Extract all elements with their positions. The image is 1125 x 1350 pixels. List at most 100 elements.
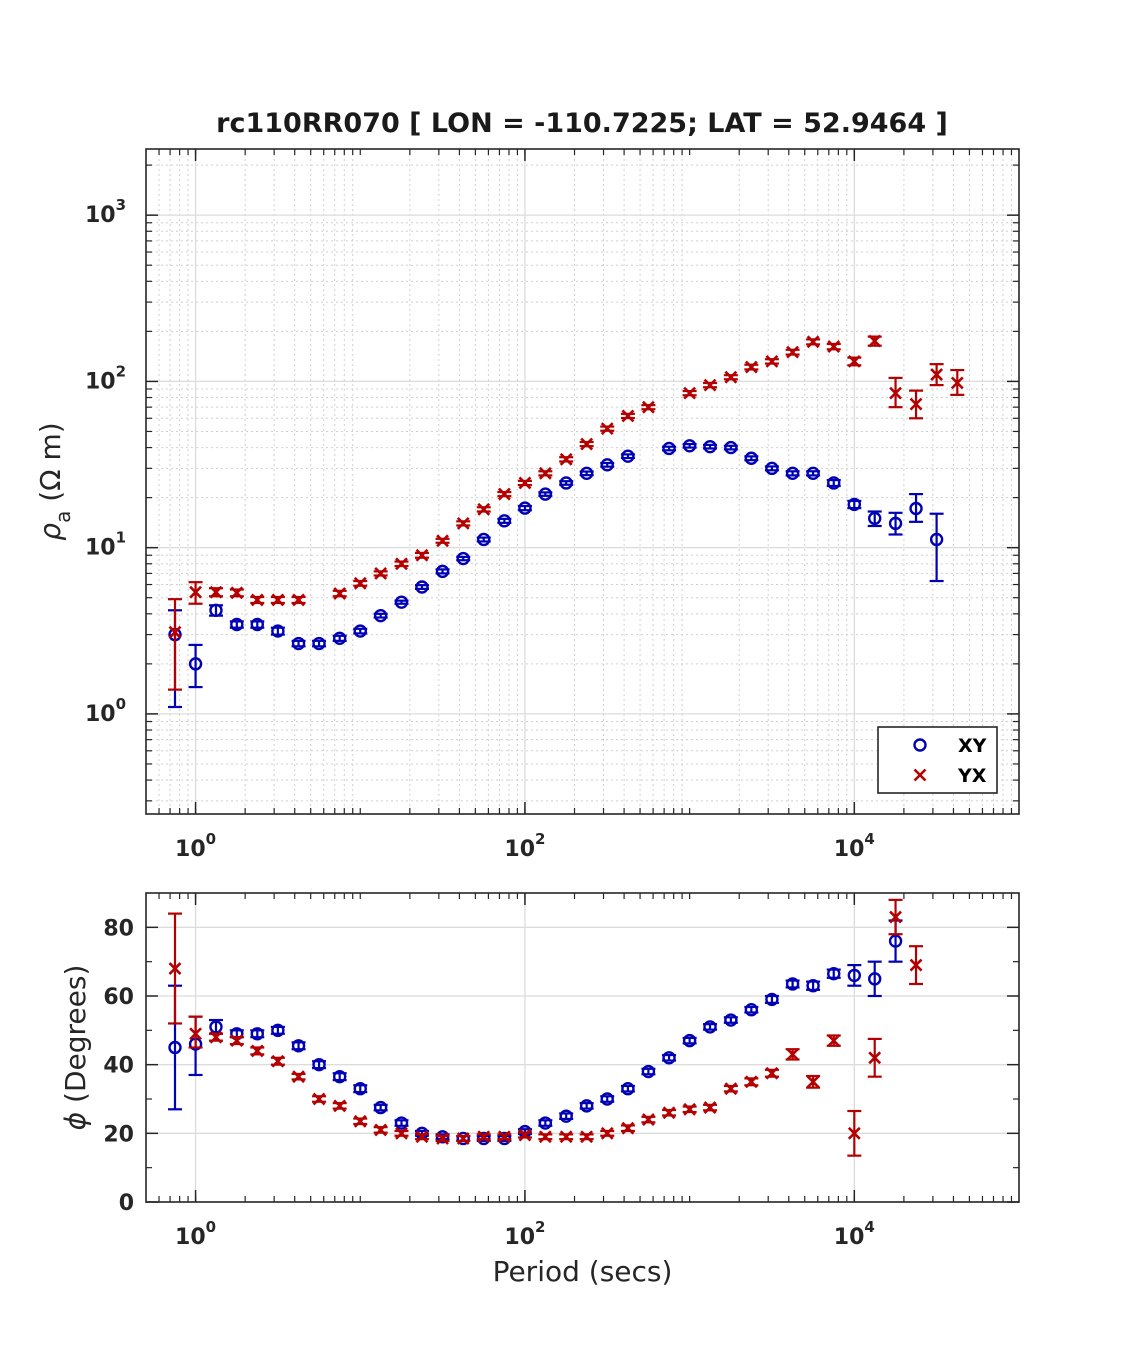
cross-marker — [456, 1132, 470, 1145]
circle-marker — [312, 1057, 326, 1072]
cross-marker — [683, 386, 697, 400]
data-point-xy — [744, 451, 759, 465]
data-point-xy — [785, 466, 800, 481]
data-point-xy — [662, 441, 677, 456]
circle-marker — [662, 441, 676, 456]
data-point-yx — [188, 1015, 203, 1049]
circle-marker — [724, 1013, 738, 1027]
cross-marker — [374, 566, 388, 580]
cross-marker — [477, 1130, 491, 1144]
series-yx — [167, 334, 965, 691]
data-point-xy — [456, 551, 471, 566]
data-point-xy — [662, 1051, 677, 1065]
circle-marker — [868, 972, 882, 986]
data-point-yx — [909, 389, 924, 420]
cross-marker — [518, 476, 532, 490]
data-point-yx — [806, 1074, 821, 1089]
circle-marker — [497, 514, 512, 528]
circle-marker — [559, 476, 573, 490]
cross-marker — [250, 1044, 264, 1058]
series-xy — [167, 439, 944, 709]
data-point-yx — [208, 585, 223, 599]
data-point-xy — [188, 643, 203, 689]
data-point-yx — [641, 400, 656, 414]
data-point-xy — [250, 617, 265, 632]
circle-marker — [271, 1023, 285, 1038]
cross-marker — [395, 1126, 408, 1140]
data-point-yx — [785, 345, 800, 359]
data-point-yx — [682, 386, 697, 400]
data-point-xy — [806, 979, 821, 993]
data-point-yx — [250, 1044, 265, 1058]
data-point-yx — [538, 466, 553, 480]
cross-marker — [477, 502, 491, 516]
data-point-xy — [373, 1100, 388, 1115]
y-tick-label: 80 — [103, 916, 134, 941]
data-point-yx — [270, 593, 285, 607]
circle-marker — [703, 1020, 717, 1034]
cross-marker — [868, 1051, 882, 1065]
cross-marker — [209, 585, 223, 599]
circle-marker — [538, 487, 553, 501]
circle-marker — [765, 992, 779, 1007]
data-point-xy — [270, 624, 285, 638]
data-point-xy — [229, 617, 244, 632]
y-axis-label: ρa (Ω m) — [34, 422, 75, 540]
data-point-xy — [394, 1116, 409, 1130]
circle-marker — [456, 551, 470, 566]
cross-marker — [847, 354, 861, 368]
cross-marker — [889, 910, 902, 924]
cross-marker — [889, 386, 902, 400]
cross-marker — [436, 1132, 449, 1145]
cross-marker — [497, 1130, 511, 1144]
data-point-xy — [517, 501, 532, 515]
data-point-yx — [641, 1113, 656, 1127]
axis-ticks — [146, 149, 1019, 814]
cross-marker — [909, 958, 923, 972]
data-point-xy — [579, 466, 594, 481]
circle-marker — [579, 466, 594, 481]
circle-marker — [250, 1027, 264, 1041]
circle-marker — [827, 476, 841, 490]
data-point-yx — [806, 335, 821, 349]
circle-marker — [682, 439, 697, 453]
data-point-yx — [764, 354, 779, 368]
data-point-yx — [867, 1037, 882, 1078]
data-point-xy — [476, 532, 491, 547]
y-tick-label: 20 — [103, 1122, 134, 1147]
data-point-xy — [394, 595, 409, 609]
data-point-xy — [764, 461, 779, 476]
series-xy — [167, 919, 903, 1146]
data-point-xy — [764, 992, 779, 1007]
cross-marker — [436, 534, 449, 548]
data-point-yx — [497, 487, 512, 501]
data-point-yx — [291, 593, 306, 607]
legend-box — [877, 726, 998, 794]
data-point-xy — [312, 1057, 327, 1072]
data-point-yx — [826, 1034, 841, 1048]
data-point-xy — [353, 624, 368, 638]
data-point-yx — [950, 368, 965, 396]
cross-marker — [786, 345, 800, 359]
data-point-xy — [538, 487, 553, 501]
cross-marker — [168, 962, 182, 975]
circle-marker — [291, 1039, 306, 1053]
cross-marker — [600, 422, 614, 436]
data-point-yx — [559, 452, 574, 466]
circle-marker — [888, 516, 903, 531]
data-point-yx — [353, 576, 368, 590]
cross-marker — [250, 593, 264, 607]
circle-marker — [209, 1020, 223, 1034]
circle-marker — [847, 497, 862, 512]
circle-marker — [538, 1116, 553, 1130]
data-point-yx — [559, 1130, 574, 1144]
data-point-xy — [600, 1092, 615, 1106]
cross-marker — [827, 1034, 841, 1048]
circle-marker — [744, 1003, 759, 1017]
data-point-yx — [620, 1121, 635, 1135]
data-point-xy — [291, 1039, 306, 1053]
data-point-yx — [394, 1126, 409, 1140]
cross-marker — [703, 1101, 717, 1114]
data-point-yx — [744, 1075, 759, 1089]
data-point-xy — [559, 1109, 574, 1123]
